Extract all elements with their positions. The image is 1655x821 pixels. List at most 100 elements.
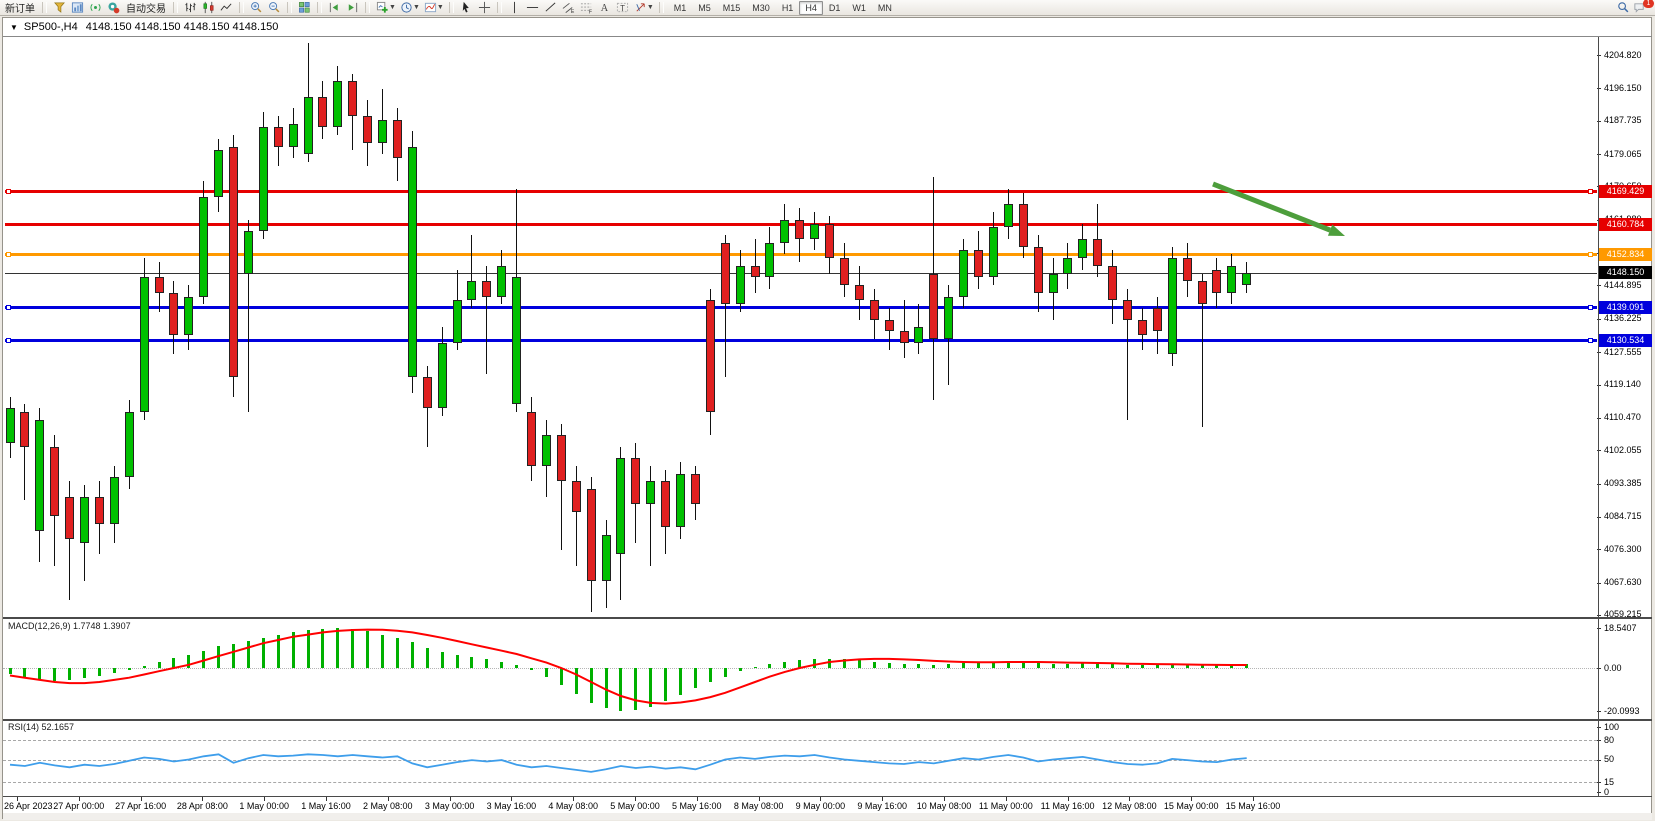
horizontal-line-icon[interactable] [524,1,541,15]
macd-histogram-bar [1230,664,1234,668]
main-macd-divider[interactable] [3,617,1652,619]
zoom-out-icon[interactable] [266,1,283,15]
equidistant-channel-icon[interactable]: E [560,1,577,15]
new-order-button[interactable]: 新订单 [5,4,35,15]
price-tick-label: 4119.140 [1604,379,1641,390]
timeframe-M1[interactable]: M1 [668,1,693,15]
indicators-dropdown-caret[interactable]: ▼ [436,4,444,11]
toolbar: 新订单 自动交易 ▼ ▼ ▼ E F A T [0,0,1655,16]
timeframe-D1[interactable]: D1 [823,1,847,15]
timeframe-M30[interactable]: M30 [746,1,776,15]
candle-wick [247,219,249,412]
charts-icon[interactable] [69,1,86,15]
line-endpoint-marker[interactable] [6,338,11,344]
price-tick [1597,483,1601,485]
bar-chart-type-icon[interactable] [182,1,199,15]
candlestick-type-icon[interactable] [200,1,217,15]
candle [690,473,700,505]
trendline-icon[interactable] [542,1,559,15]
time-label: 2 May 08:00 [363,801,413,811]
timeframe-W1[interactable]: W1 [846,1,872,15]
rsi-tick-label: 100 [1604,721,1620,732]
time-tick [17,797,18,801]
crosshair-icon[interactable] [476,1,493,15]
price-tick-label: 4110.470 [1604,412,1641,423]
candle [1227,265,1237,293]
arrows-icon[interactable] [632,1,649,15]
arrows-dropdown-caret[interactable]: ▼ [646,4,654,11]
horizontal-line-4139.091[interactable] [5,306,1597,310]
svg-text:A: A [601,3,609,14]
line-endpoint-marker[interactable] [1588,338,1593,344]
new-chart-icon[interactable] [374,1,391,15]
candle [541,435,551,466]
timeframe-M5[interactable]: M5 [692,1,717,15]
line-endpoint-marker[interactable] [6,252,11,258]
macd-histogram-bar [828,658,831,668]
tile-windows-icon[interactable] [296,1,313,15]
candle [273,127,283,147]
candle [1152,308,1162,332]
candle [94,496,104,524]
line-endpoint-marker[interactable] [6,188,11,194]
time-label: 11 May 16:00 [1040,801,1095,811]
line-endpoint-marker[interactable] [1588,252,1593,258]
line-chart-type-icon[interactable] [218,1,235,15]
timeframe-MN[interactable]: MN [872,1,898,15]
macd-tick-label: -20.0993 [1604,705,1640,716]
macd-histogram-bar [291,632,295,668]
candle [586,488,596,582]
macd-histogram-bar [857,660,861,668]
macd-histogram-bar [813,658,817,668]
macd-histogram-bar [217,646,221,668]
horizontal-line-4169.429[interactable] [5,189,1597,193]
line-endpoint-marker[interactable] [1588,305,1593,311]
candle [497,265,507,297]
candle [1003,204,1013,228]
macd-histogram-bar [68,668,72,680]
macd-histogram-bar [157,661,161,668]
data-feed-icon[interactable] [51,1,68,15]
signals-icon[interactable] [87,1,104,15]
macd-histogram-bar [23,668,27,678]
macd-rsi-divider[interactable] [3,719,1652,721]
vertical-line-icon[interactable] [506,1,523,15]
cursor-icon[interactable] [458,1,475,15]
indicators-icon[interactable] [422,1,439,15]
timeframe-H1[interactable]: H1 [776,1,800,15]
macd-histogram-bar [127,668,131,671]
candle-wick [69,481,71,601]
candle [452,300,462,343]
text-icon[interactable]: A [596,1,613,15]
macd-histogram-bar [381,634,384,668]
horizontal-line-4152.834[interactable] [5,253,1597,257]
price-tick [1597,614,1601,616]
search-icon[interactable] [1615,1,1632,15]
autotrading-button[interactable]: 自动交易 [126,4,166,15]
autotrading-icon[interactable] [105,1,122,15]
chart-menu-marker-icon[interactable]: ▼ [10,23,18,32]
candle [80,496,89,543]
notifications-icon[interactable]: 1 [1633,0,1654,15]
timeframe-M15[interactable]: M15 [717,1,747,15]
text-label-icon[interactable]: T [614,1,631,15]
period-selector-icon[interactable] [398,1,415,15]
candle [1137,319,1147,336]
line-endpoint-marker[interactable] [6,305,11,311]
time-label: 1 May 00:00 [239,801,289,811]
timeframe-H4[interactable]: H4 [799,0,823,15]
line-endpoint-marker[interactable] [1588,188,1593,194]
svg-text:E: E [571,9,575,14]
zoom-in-icon[interactable] [248,1,265,15]
candle [243,231,253,274]
period-dropdown-caret[interactable]: ▼ [412,4,420,11]
macd-histogram-bar [366,631,370,668]
fibonacci-icon[interactable]: F [578,1,595,15]
chart-shift-icon[interactable] [344,1,361,15]
new-chart-dropdown-caret[interactable]: ▼ [389,4,396,11]
horizontal-line-4130.534[interactable] [5,339,1597,343]
auto-scroll-icon[interactable] [326,1,343,15]
macd-histogram-bar [112,668,116,674]
toolbar-separator [173,2,178,13]
candle [959,250,969,297]
